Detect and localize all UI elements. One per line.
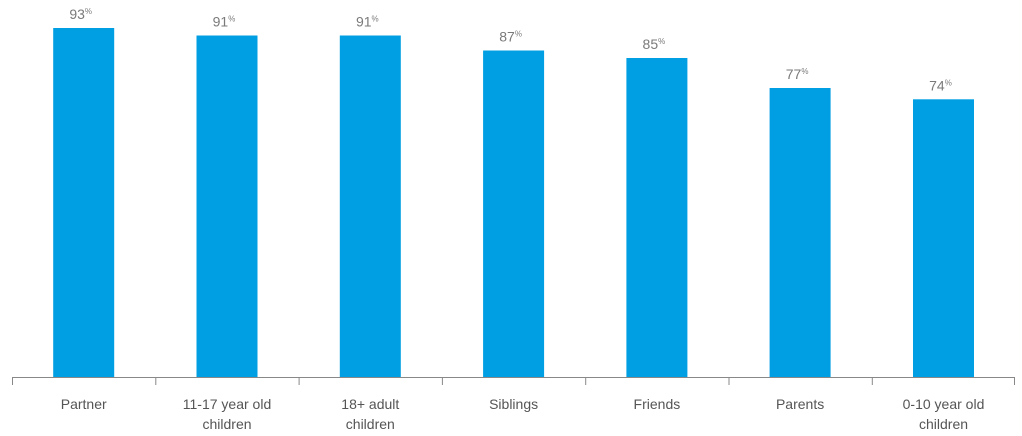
value-label-5: 85% [643,36,666,52]
bar-4 [483,50,545,377]
category-label-3-line-1: 18+ adult [341,396,399,412]
category-label-1: Partner [61,396,107,412]
category-label-7-line-1: 0-10 year old [903,396,985,412]
bar-7 [913,99,974,378]
category-label-4: Siblings [489,396,538,412]
category-label-5: Friends [634,396,681,412]
bar-1 [53,28,115,377]
value-label-6: 77% [786,66,809,82]
category-label-2-line-2: children [202,416,251,432]
category-label-3-line-2: children [346,416,395,432]
category-label-6: Parents [776,396,824,412]
value-label-3: 91% [356,14,379,30]
bars-layer [53,28,974,378]
bar-2 [196,35,258,377]
x-axis [12,377,1015,385]
category-label-7-line-2: children [919,416,968,432]
bar-6 [769,88,831,377]
value-label-7: 74% [929,77,952,93]
bar-5 [626,58,688,377]
value-label-1: 93% [69,6,92,22]
bar-3 [339,35,401,377]
category-labels-layer: Partner 11-17 year old children 18+ adult ch… [61,396,985,432]
value-label-2: 91% [213,14,236,30]
value-label-4: 87% [499,29,522,45]
category-label-2-line-1: 11-17 year old [183,396,271,412]
